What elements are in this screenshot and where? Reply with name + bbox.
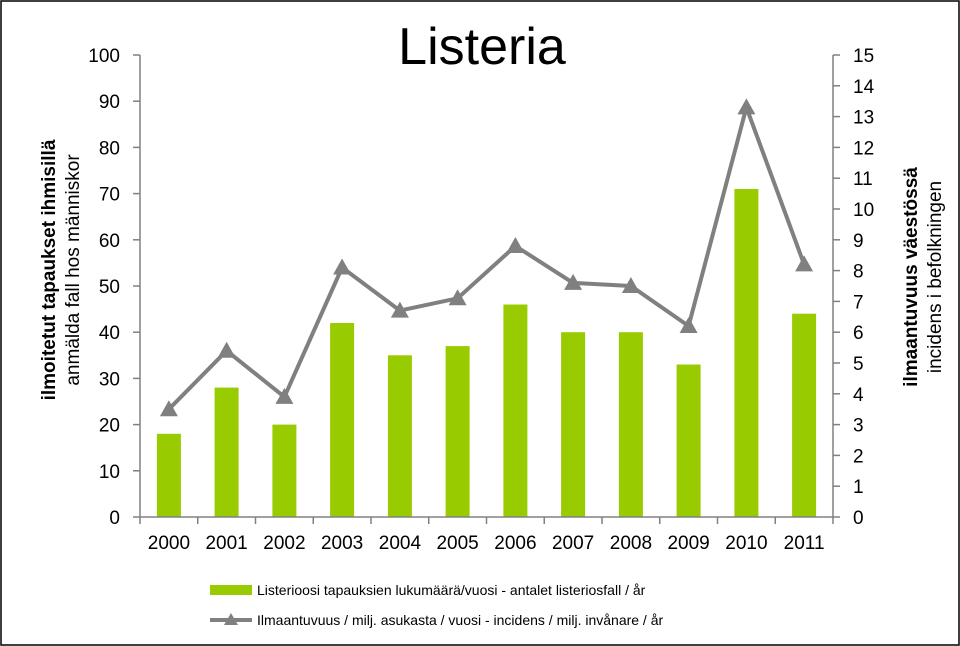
line-point-2001 bbox=[217, 341, 236, 358]
x-tick-label: 2006 bbox=[494, 533, 536, 554]
bar-2005 bbox=[445, 346, 470, 517]
chart-title: Listeria bbox=[398, 18, 566, 76]
bar-2004 bbox=[387, 355, 412, 517]
left-tick-label: 70 bbox=[99, 185, 120, 206]
x-tick-label: 2011 bbox=[784, 533, 825, 554]
axes bbox=[133, 54, 840, 524]
bar-series bbox=[156, 189, 817, 517]
right-tick-label: 14 bbox=[853, 77, 875, 98]
bar-2009 bbox=[676, 364, 701, 517]
left-tick-label: 60 bbox=[99, 231, 120, 252]
right-tick-label: 7 bbox=[853, 292, 864, 313]
right-tick-label: 4 bbox=[853, 385, 864, 406]
legend: Listerioosi tapauksien lukumäärä/vuosi -… bbox=[210, 582, 664, 628]
right-tick-label: 1 bbox=[853, 477, 864, 498]
x-tick-label: 2001 bbox=[205, 533, 247, 554]
right-axis-title: incidens i befolkningen bbox=[925, 181, 946, 373]
line-point-2006 bbox=[506, 237, 525, 253]
left-tick-label: 10 bbox=[99, 462, 120, 483]
left-axis-title-bold: ilmoitetut tapaukset ihmisillä bbox=[39, 139, 60, 400]
line-point-2008 bbox=[621, 277, 640, 293]
x-tick-label: 2007 bbox=[552, 533, 594, 554]
line-point-2007 bbox=[564, 273, 583, 290]
line-point-2011 bbox=[795, 255, 814, 272]
line-point-2002 bbox=[275, 387, 294, 404]
bar-2006 bbox=[503, 304, 528, 517]
left-tick-label: 20 bbox=[99, 416, 120, 437]
line-series bbox=[159, 98, 814, 417]
line-point-2000 bbox=[159, 400, 178, 417]
right-tick-label: 3 bbox=[853, 416, 864, 437]
line-point-2010 bbox=[737, 98, 756, 115]
right-tick-label: 12 bbox=[853, 138, 874, 159]
bar-2010 bbox=[734, 189, 759, 517]
x-tick-labels: 2000 2001 2002 2003 2004 2005 2006 2007 2008 2009… bbox=[148, 533, 825, 554]
x-tick-label: 2005 bbox=[436, 533, 478, 554]
left-tick-label: 50 bbox=[99, 277, 120, 298]
x-tick-label: 2003 bbox=[321, 533, 363, 554]
left-tick-labels: 0 10 20 30 40 50 60 70 80 90 100 bbox=[88, 46, 120, 529]
right-tick-label: 11 bbox=[853, 169, 873, 190]
left-axis-title: anmälda fall hos människor bbox=[63, 154, 84, 386]
bar-2011 bbox=[792, 313, 817, 517]
right-tick-label: 5 bbox=[853, 354, 864, 375]
legend-label-bar: Listerioosi tapauksien lukumäärä/vuosi -… bbox=[257, 582, 646, 598]
right-tick-label: 8 bbox=[853, 262, 864, 283]
x-tick-label: 2009 bbox=[667, 533, 709, 554]
legend-label-line: Ilmaantuvuus / milj. asukasta / vuosi - … bbox=[257, 612, 664, 628]
x-tick-label: 2004 bbox=[379, 533, 422, 554]
left-tick-label: 90 bbox=[99, 92, 120, 113]
legend-triangle-icon bbox=[224, 613, 238, 625]
line-point-2004 bbox=[390, 301, 409, 318]
line-point-2003 bbox=[333, 258, 352, 275]
left-tick-label: 0 bbox=[109, 508, 120, 529]
bar-2003 bbox=[330, 323, 355, 517]
bar-2000 bbox=[156, 433, 181, 517]
legend-swatch-bar bbox=[210, 585, 252, 595]
bar-2007 bbox=[561, 332, 586, 517]
right-axis-title-bold: ilmaantuvuus väestössä bbox=[901, 167, 922, 387]
x-tick-label: 2002 bbox=[263, 533, 305, 554]
left-tick-label: 40 bbox=[99, 323, 120, 344]
line-point-2005 bbox=[448, 289, 467, 306]
right-tick-label: 2 bbox=[853, 446, 864, 467]
right-tick-label: 6 bbox=[853, 323, 864, 344]
bar-2001 bbox=[214, 387, 239, 517]
x-tick-label: 2010 bbox=[725, 533, 767, 554]
left-tick-label: 100 bbox=[88, 46, 120, 67]
right-tick-label: 0 bbox=[853, 508, 864, 529]
left-tick-label: 30 bbox=[99, 369, 120, 390]
line-point-2009 bbox=[679, 317, 698, 333]
right-tick-label: 15 bbox=[853, 46, 874, 67]
right-tick-label: 9 bbox=[853, 231, 864, 252]
right-tick-label: 10 bbox=[853, 200, 874, 221]
x-tick-label: 2008 bbox=[610, 533, 652, 554]
incidence-line bbox=[167, 105, 806, 411]
bar-2008 bbox=[618, 332, 643, 517]
bar-2002 bbox=[272, 424, 297, 517]
right-tick-label: 13 bbox=[853, 108, 874, 129]
x-tick-label: 2000 bbox=[148, 533, 190, 554]
left-tick-label: 80 bbox=[99, 138, 120, 159]
